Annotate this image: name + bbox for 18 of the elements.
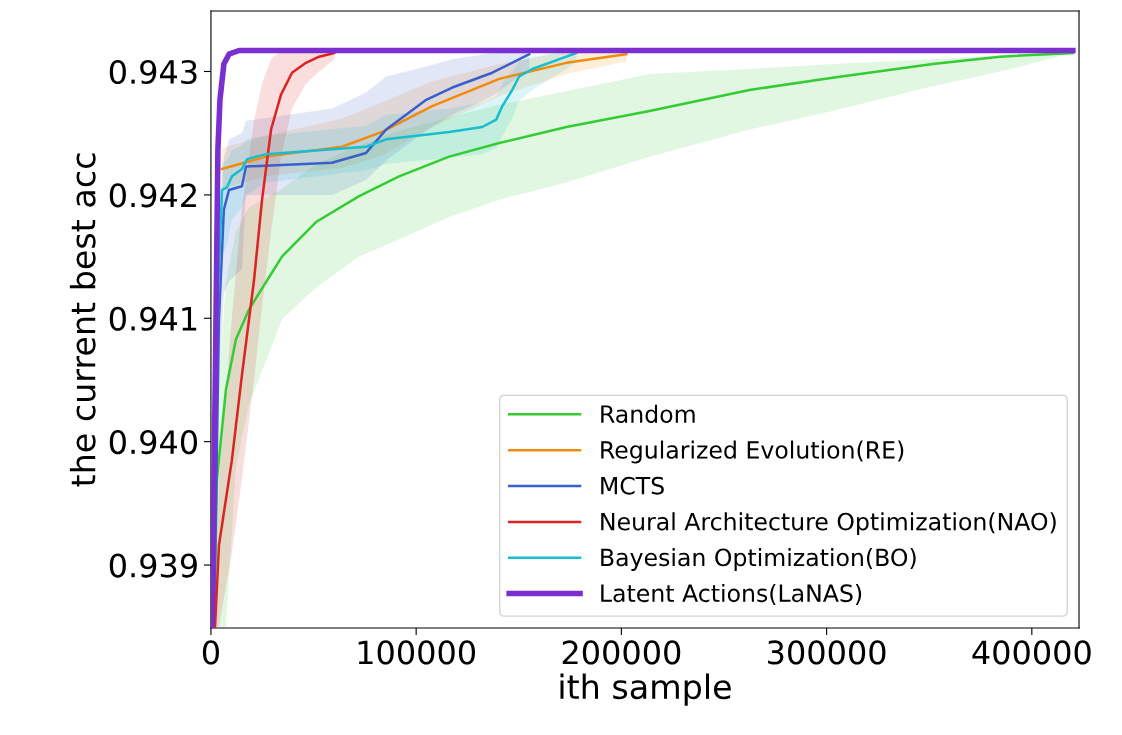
y-tick-label: 0.942 xyxy=(109,183,196,208)
y-axis-title: the current best acc xyxy=(69,153,96,487)
legend-label: Latent Actions(LaNAS) xyxy=(601,583,862,605)
x-tick-label: 300000 xyxy=(768,640,886,665)
legend-label: Regularized Evolution(RE) xyxy=(601,440,904,464)
x-tick-label: 200000 xyxy=(562,640,681,665)
legend-label: MCTS xyxy=(601,476,664,495)
x-tick-label: 0 xyxy=(202,640,219,665)
x-tick-label: 100000 xyxy=(358,640,476,665)
x-tick-label: 400000 xyxy=(972,640,1091,665)
y-tick-label: 0.941 xyxy=(109,306,197,331)
legend-label: Random xyxy=(601,404,695,423)
legend-label: Neural Architecture Optimization(NAO) xyxy=(601,512,1056,536)
legend-label: Bayesian Optimization(BO) xyxy=(601,548,916,571)
y-tick-label: 0.939 xyxy=(109,553,197,578)
x-axis-title: ith sample xyxy=(560,673,731,706)
y-tick-label: 0.943 xyxy=(109,59,197,85)
y-tick-label: 0.940 xyxy=(109,430,198,455)
